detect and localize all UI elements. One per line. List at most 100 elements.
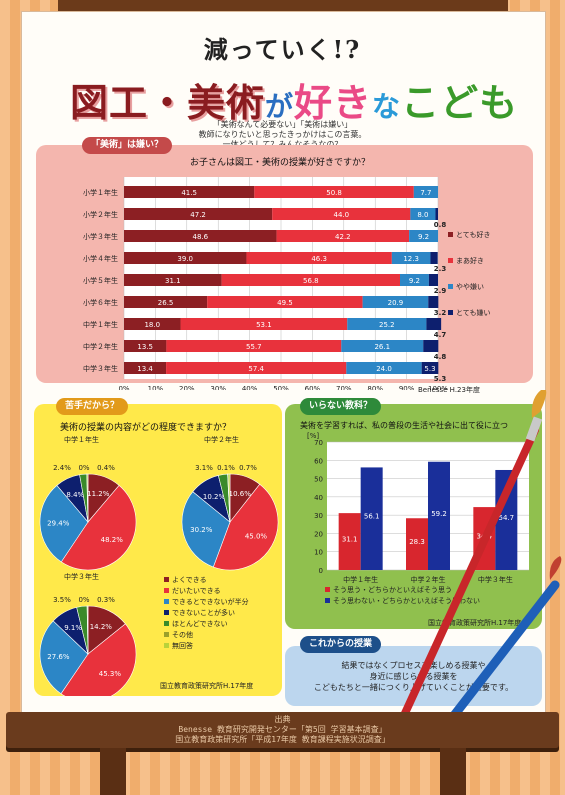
intro-text: 「美術なんて必要ない」「美術は嫌い」 教師になりたいと思ったきっかけはこの言葉。… (0, 120, 565, 150)
bar-segment (124, 318, 181, 330)
credit-line: 出典 (274, 715, 291, 724)
legend-swatch (448, 310, 453, 315)
chart1-svg: 0% 10% 20% 30% 40% 50% 60% 70% 80% 90% 100% 小学１年生 41… (83, 177, 490, 390)
closing-line: 結果ではなくプロセスを楽しめる授業や (341, 661, 486, 670)
brush-tip-2 (549, 556, 562, 580)
bar-segment (124, 274, 222, 286)
x-tick-label: 90% (399, 385, 415, 390)
pie-value-label: 0.1% (217, 464, 235, 472)
y-tick-label: 60 (314, 457, 323, 465)
x-tick-label: 30% (210, 385, 226, 390)
pie-value-label: 10.2% (203, 493, 226, 501)
bar-segment (124, 340, 167, 352)
pie-value-label: 30.2% (190, 526, 213, 534)
pie-slice (227, 473, 231, 523)
y-tick-label: 70 (314, 439, 323, 447)
bar-segment (428, 274, 438, 286)
pie-slice (86, 605, 89, 655)
bar-segment (124, 252, 247, 264)
outside-value-label: 2.9 (434, 287, 447, 295)
pie-value-label: 10.6% (229, 490, 252, 498)
pie-value-label: 9.1% (64, 624, 82, 632)
title-part-b: が (265, 90, 295, 123)
title-part-a: 図工・美術 (70, 80, 266, 125)
category-label: 小学４年生 (83, 254, 118, 263)
legend-label: とても好き (456, 230, 490, 239)
bar-segment (166, 362, 347, 374)
bar-value-label: 41.5 (181, 189, 197, 197)
bar-value-label: 55.7 (246, 343, 262, 351)
legend-swatch (164, 588, 169, 593)
legend-swatch (448, 284, 453, 289)
chart3-svg: 0 10 20 30 40 50 60 70[%] 31.1 56.1 中学１年生 28.3 59.2 中… (307, 432, 529, 605)
x-tick-label: 0% (118, 385, 129, 390)
chart1-source: Benesse H.23年度 (418, 386, 480, 394)
y-tick-label: 20 (314, 530, 323, 538)
bar-segment (347, 318, 427, 330)
outside-value-label: 2.3 (434, 265, 447, 273)
chart1-title: お子さんは図工・美術の授業が好きですか？ (190, 158, 371, 168)
bar-value-label: 56.1 (364, 513, 380, 521)
legend-swatch (325, 587, 330, 592)
intro-line: 一体どうして？みんなそうなの？ (0, 140, 565, 150)
legend-label: できるとできないが半分 (172, 597, 249, 606)
bar (406, 518, 428, 570)
section3-pill: いらない教科？ (300, 398, 382, 415)
bar-value-label: 13.4 (137, 365, 153, 373)
bar-value-label: 8.0 (417, 211, 428, 219)
bar-segment (430, 252, 438, 264)
legend-swatch (164, 632, 169, 637)
x-tick-label: 60% (305, 385, 321, 390)
pie-value-label: 45.3% (99, 670, 122, 678)
legend-swatch (164, 643, 169, 648)
legend-swatch (448, 258, 453, 263)
pie-value-label: 0.4% (97, 464, 115, 472)
category-label: 中学２年生 (83, 342, 118, 351)
legend-swatch (164, 577, 169, 582)
brush-tip (531, 390, 547, 418)
bar-value-label: 59.2 (431, 510, 447, 518)
bar-value-label: 54.7 (499, 514, 515, 522)
bar-value-label: 5.3 (424, 365, 435, 373)
legend-label: 無回答 (172, 641, 193, 650)
bar-value-label: 18.0 (144, 321, 160, 329)
chart3-title: 美術を学習すれば、私の普段の生活や社会に出て役に立つ (300, 421, 508, 430)
pie-value-label: 0% (78, 596, 89, 604)
y-tick-label: 0 (319, 567, 323, 575)
bar-value-label: 39.0 (177, 255, 193, 263)
bar-segment (276, 230, 410, 242)
bar-segment (124, 208, 273, 220)
legend-label: そう思わない・どちらかといえばそう思わない (333, 596, 480, 605)
credit-line: Benesse 教育研究開発センター「第5回 学習基本調査」 (178, 725, 387, 734)
category-label: 小学３年生 (83, 232, 118, 241)
pie-value-label: 0% (78, 464, 89, 472)
bar-segment (428, 296, 439, 308)
category-label: 小学２年生 (83, 210, 118, 219)
bar-value-label: 25.2 (379, 321, 395, 329)
bar-segment (410, 208, 436, 220)
bar-segment (180, 318, 348, 330)
outside-value-label: 3.2 (434, 309, 447, 317)
category-label: 小学５年生 (83, 276, 118, 285)
title-part-c: 好き (294, 80, 373, 125)
legend-label: とても嫌い (456, 308, 490, 317)
bar-value-label: 24.0 (376, 365, 392, 373)
chart2-svg: 中学１年生 11.2% 48.2% 29.4% 8.4% 2.4% 0% 0.4% 中学２年生 1… (39, 435, 279, 696)
pie-value-label: 0.7% (239, 464, 257, 472)
y-tick-label: 50 (314, 476, 323, 484)
bar-value-label: 31.1 (342, 536, 358, 544)
bar-value-label: 47.2 (190, 211, 206, 219)
bar-value-label: 20.9 (388, 299, 404, 307)
bar-value-label: 49.5 (277, 299, 293, 307)
title-part-d: な (372, 90, 402, 123)
brush-ferrule (525, 416, 543, 442)
title-part-e: こども (401, 80, 519, 125)
bar (428, 461, 450, 570)
x-tick-label: 50% (273, 385, 289, 390)
bar-value-label: 46.3 (311, 255, 327, 263)
pie-value-label: 8.4% (66, 491, 84, 499)
bar-segment (341, 340, 424, 352)
category-label: 小学１年生 (83, 188, 118, 197)
pie-title: 中学２年生 (204, 435, 239, 444)
pie-slice (86, 473, 89, 523)
